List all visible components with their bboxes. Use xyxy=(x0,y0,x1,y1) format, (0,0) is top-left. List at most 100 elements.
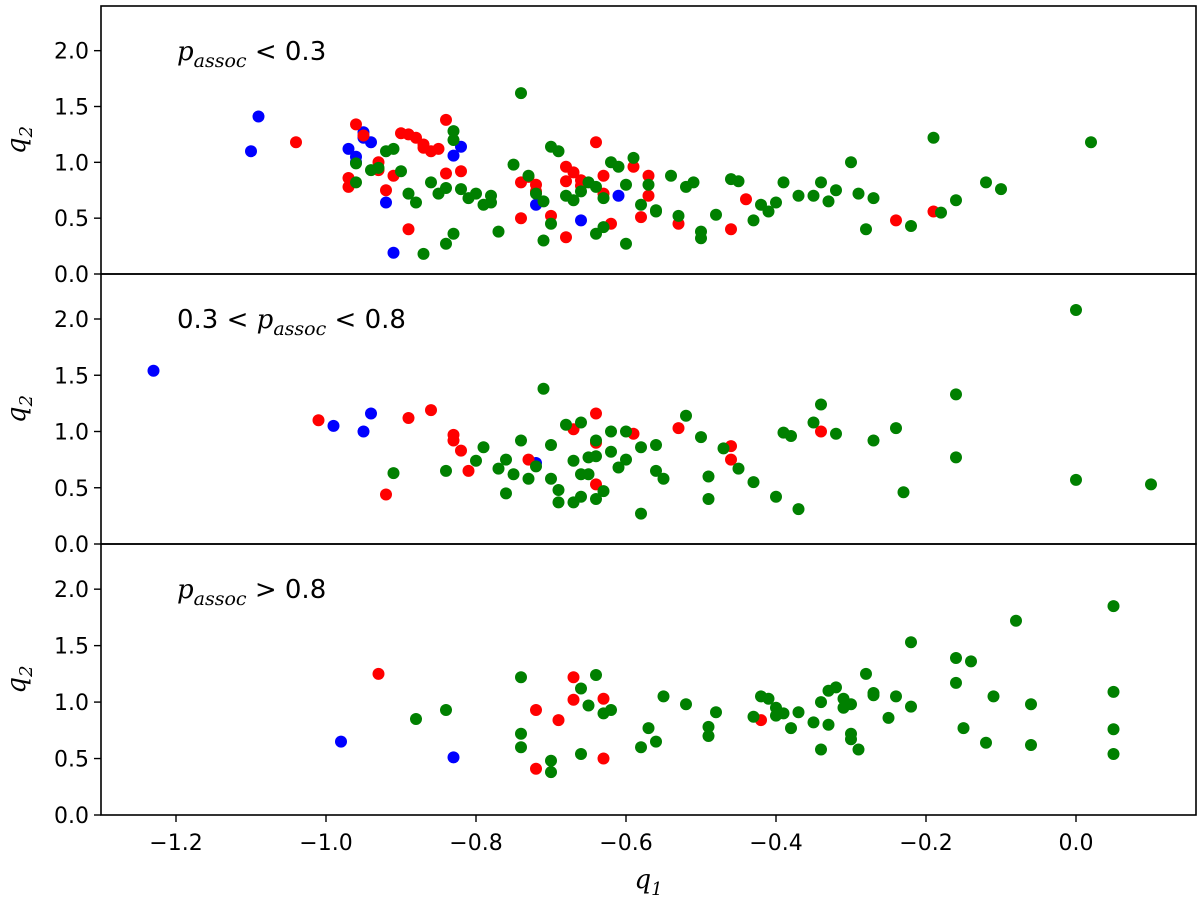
data-point xyxy=(327,419,340,432)
data-point xyxy=(387,246,400,259)
y-tick-label: 0.0 xyxy=(54,804,89,829)
y-tick-label: 0.5 xyxy=(54,477,89,502)
y-tick-label: 1.0 xyxy=(54,151,89,176)
data-point xyxy=(380,488,392,501)
data-point xyxy=(830,681,842,694)
data-point xyxy=(650,735,662,748)
data-point xyxy=(560,418,572,431)
data-point xyxy=(1070,473,1082,486)
data-point xyxy=(372,161,385,174)
y-tick-label: 1.5 xyxy=(54,635,89,660)
data-point xyxy=(485,196,497,209)
y-tick-label: 1.0 xyxy=(54,691,89,716)
data-point xyxy=(747,476,760,489)
data-point xyxy=(792,503,805,516)
data-point xyxy=(440,167,452,180)
data-point xyxy=(545,217,557,230)
data-point xyxy=(1107,748,1120,760)
series-blue xyxy=(147,364,542,469)
data-point xyxy=(687,176,700,189)
data-point xyxy=(792,706,805,719)
data-point xyxy=(792,189,805,202)
data-point xyxy=(642,189,655,202)
data-point xyxy=(590,407,602,420)
data-point xyxy=(515,741,527,754)
data-point xyxy=(575,682,587,695)
data-point xyxy=(1010,614,1022,627)
data-point xyxy=(335,735,347,748)
data-point xyxy=(890,422,902,435)
data-point xyxy=(897,486,910,499)
data-point xyxy=(980,736,992,749)
data-point xyxy=(447,227,460,240)
data-point xyxy=(665,169,677,182)
data-point xyxy=(612,189,625,202)
data-point xyxy=(455,183,467,196)
data-point xyxy=(777,176,790,189)
data-point xyxy=(732,175,745,188)
data-point xyxy=(815,398,827,411)
data-point xyxy=(507,468,520,481)
data-point xyxy=(867,434,880,447)
y-tick-label: 0.0 xyxy=(54,263,89,288)
x-axis-label: q1 xyxy=(634,865,662,900)
data-point xyxy=(770,196,782,209)
data-point xyxy=(545,766,557,779)
data-point xyxy=(447,149,460,162)
data-point xyxy=(597,192,610,205)
data-point xyxy=(357,129,370,142)
data-point xyxy=(372,667,385,680)
data-point xyxy=(402,223,415,236)
data-point xyxy=(710,208,722,221)
data-point xyxy=(537,382,550,395)
data-point xyxy=(455,444,467,457)
data-point xyxy=(650,439,662,451)
data-point xyxy=(672,422,685,435)
data-point xyxy=(545,472,557,485)
data-point xyxy=(1107,685,1120,698)
data-point xyxy=(642,178,655,191)
data-point xyxy=(365,407,377,420)
data-point xyxy=(590,136,602,149)
data-point xyxy=(725,223,737,236)
x-tick-label: −1.0 xyxy=(299,831,352,856)
panels: 0.0 0.5 1.0 1.5 2.0 q2 passoc < 0.3 0.0 0.5 1.0 1.… xyxy=(2,5,1197,829)
data-point xyxy=(635,198,647,211)
data-point xyxy=(432,142,445,155)
data-point xyxy=(950,676,962,689)
data-point xyxy=(545,439,557,451)
data-point xyxy=(470,454,482,467)
series-green xyxy=(410,600,1120,779)
data-point xyxy=(440,464,452,477)
data-point xyxy=(680,409,692,422)
data-point xyxy=(515,212,527,225)
data-point xyxy=(762,692,775,705)
data-point xyxy=(740,193,752,206)
data-point xyxy=(590,669,602,681)
data-point xyxy=(575,490,587,503)
panel-annotation: passoc < 0.3 xyxy=(177,37,326,72)
data-point xyxy=(410,713,422,725)
data-point xyxy=(627,160,640,173)
data-point xyxy=(447,134,460,146)
data-point xyxy=(1025,739,1037,751)
data-point xyxy=(807,416,820,429)
data-point xyxy=(590,450,602,463)
data-point xyxy=(845,727,857,740)
data-point xyxy=(417,247,430,260)
data-point xyxy=(597,752,610,765)
data-point xyxy=(522,169,535,182)
data-point xyxy=(702,470,715,483)
data-point xyxy=(815,176,827,189)
data-point xyxy=(350,118,362,131)
data-point xyxy=(830,184,842,197)
data-point xyxy=(575,185,587,198)
data-point xyxy=(815,696,827,709)
x-tick-label: −1.2 xyxy=(149,831,202,856)
y-axis-label: q2 xyxy=(2,665,37,693)
data-point xyxy=(560,231,572,244)
data-point xyxy=(650,204,662,217)
data-point xyxy=(1085,136,1097,149)
data-point xyxy=(620,425,632,438)
data-point xyxy=(822,718,835,731)
